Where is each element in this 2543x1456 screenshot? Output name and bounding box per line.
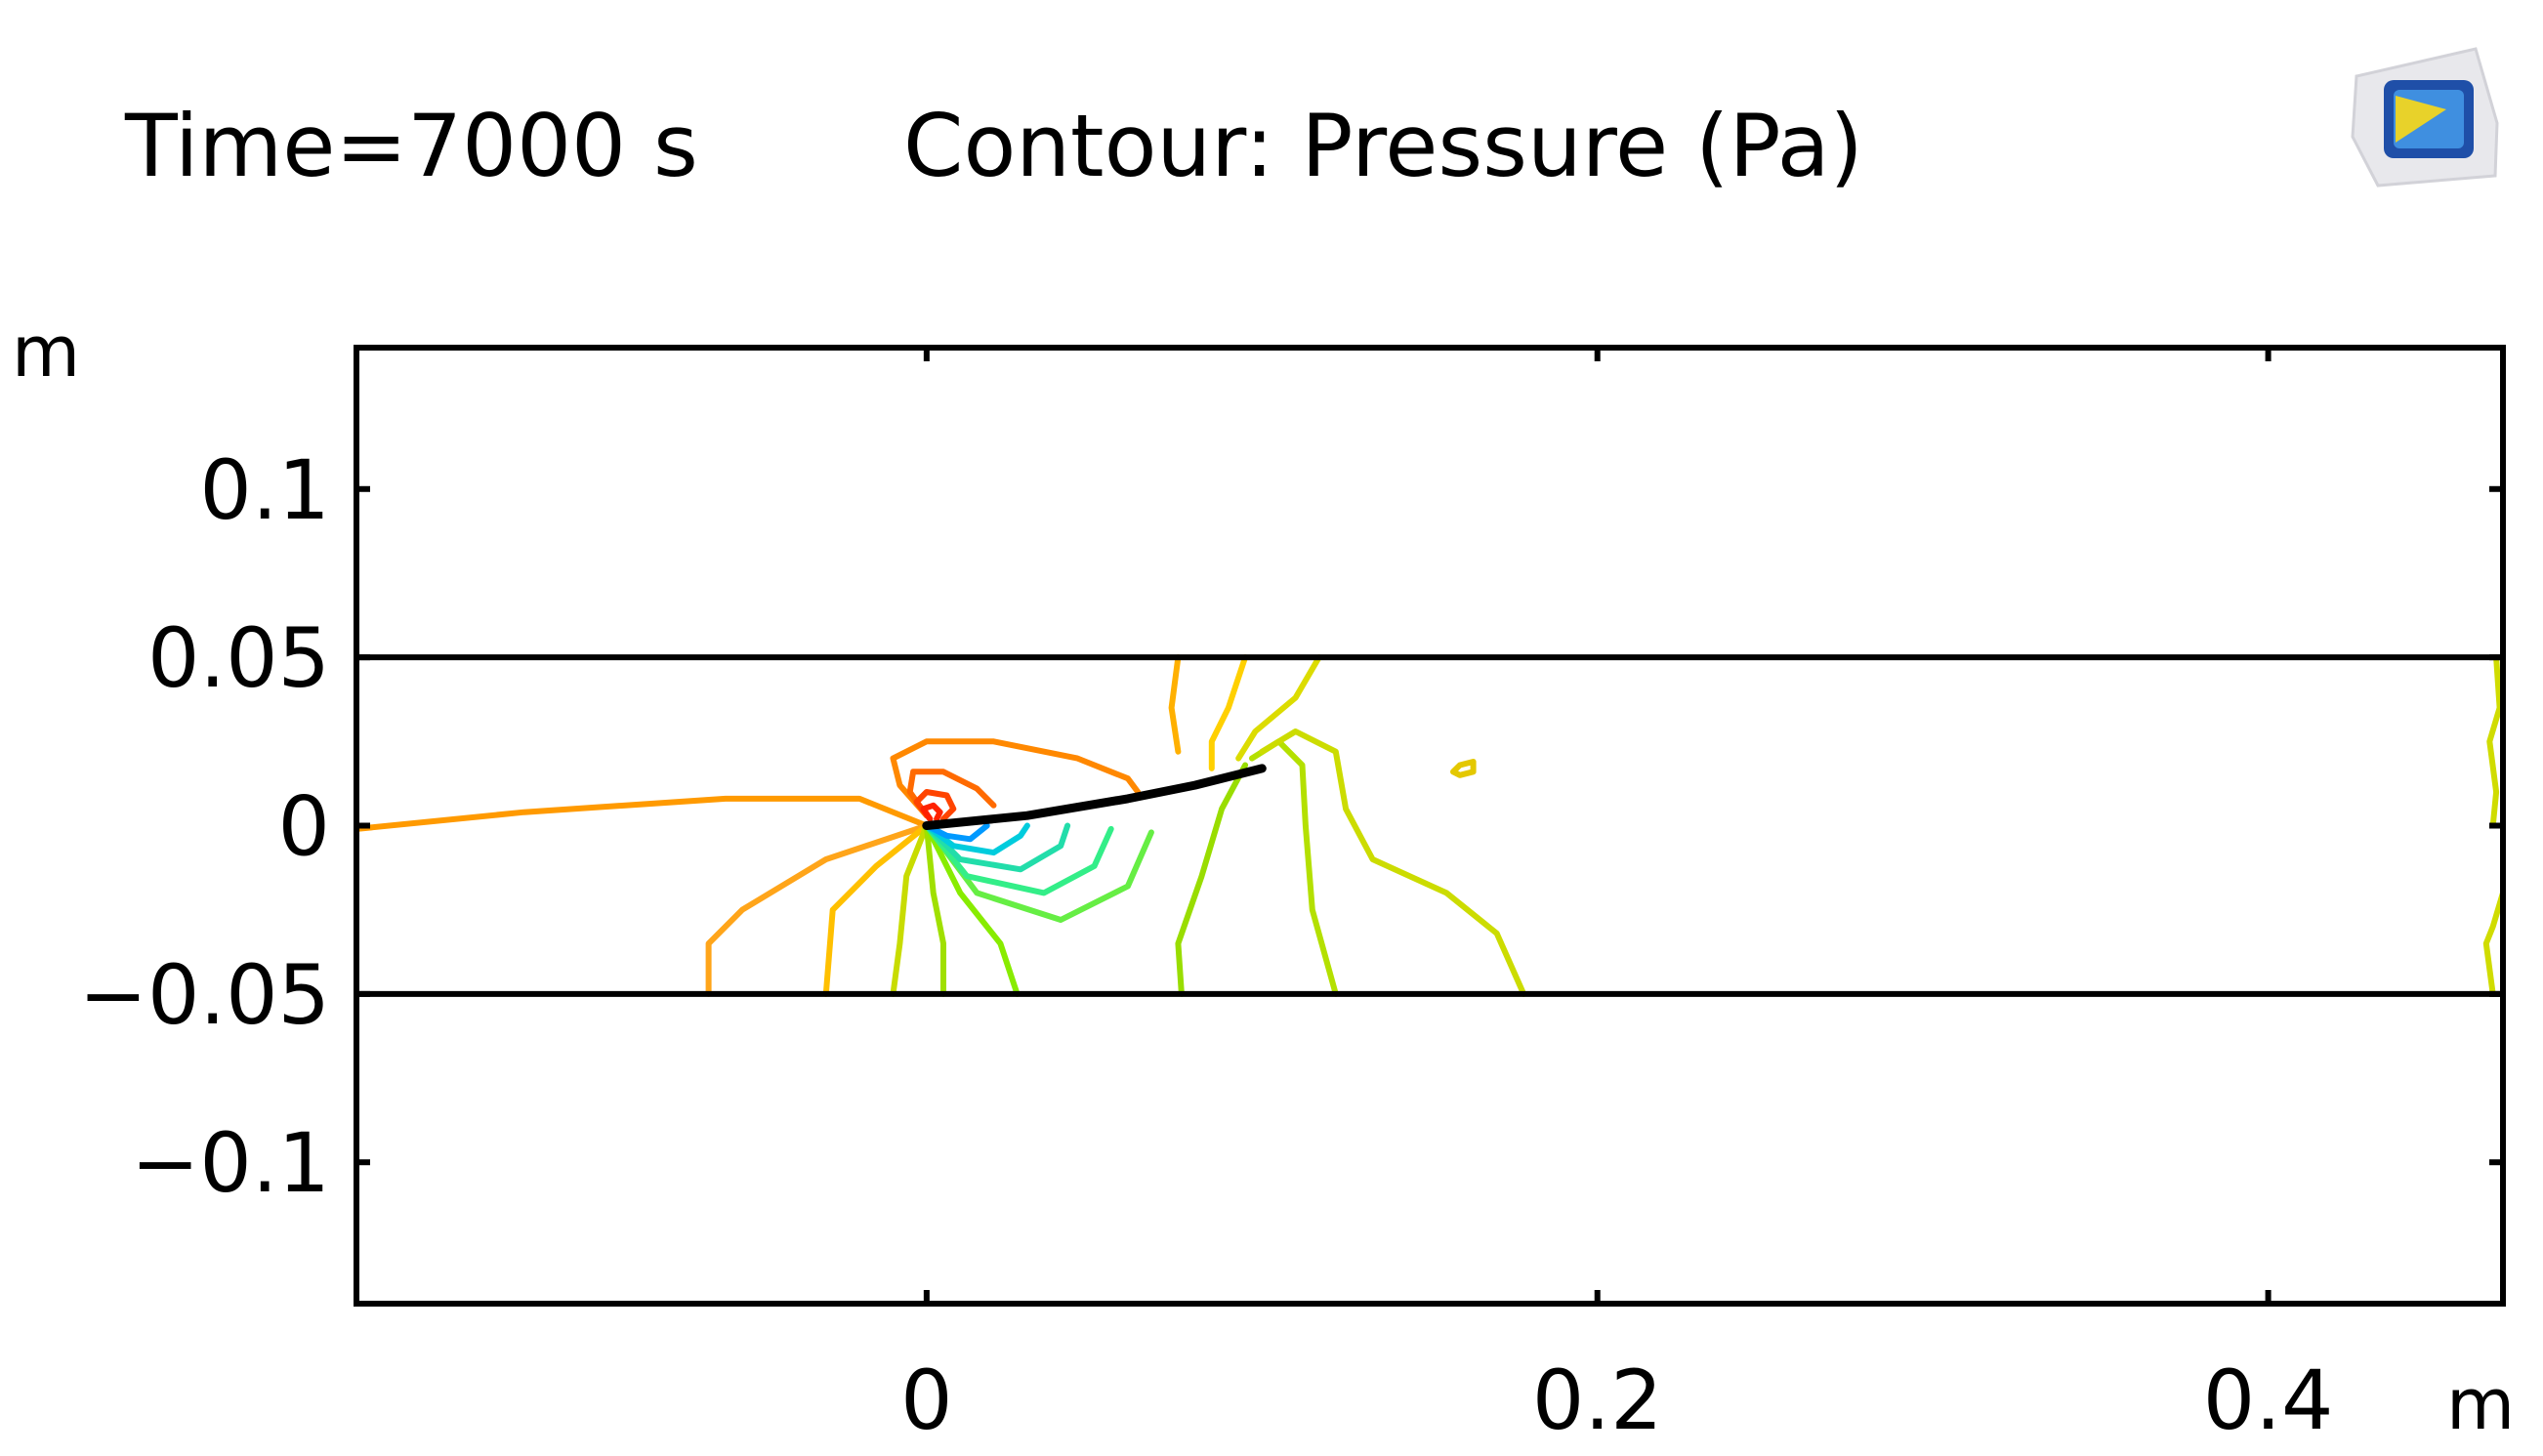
contour-line bbox=[1450, 759, 1477, 778]
y-tick-label: −0.05 bbox=[79, 947, 330, 1043]
contour-line bbox=[923, 822, 1114, 896]
x-axis-ticks: 0 0.2 0.4 bbox=[900, 348, 2333, 1448]
contour-line bbox=[354, 795, 930, 832]
y-tick-label: 0 bbox=[278, 779, 330, 875]
x-tick-label: 0.2 bbox=[1532, 1352, 1663, 1448]
contour-line bbox=[2482, 890, 2506, 997]
plot-frame bbox=[354, 345, 2506, 1307]
contour-line bbox=[923, 822, 946, 997]
contour-line bbox=[923, 822, 1021, 997]
flap-structure bbox=[922, 764, 1267, 830]
flap-line bbox=[922, 764, 1267, 830]
contour-line bbox=[923, 822, 1030, 856]
contour-line bbox=[923, 822, 1071, 873]
y-tick-label: 0.1 bbox=[199, 442, 330, 538]
y-axis-ticks: 0.1 0.05 0 −0.05 −0.1 bbox=[79, 442, 2503, 1211]
x-tick-label: 0 bbox=[900, 1352, 952, 1448]
contour-line bbox=[2486, 654, 2503, 829]
contour-line bbox=[906, 769, 997, 819]
contour-line bbox=[1168, 654, 1182, 755]
x-axis-unit: m bbox=[2446, 1363, 2515, 1445]
x-tick-label: 0.4 bbox=[2203, 1352, 2334, 1448]
contour-line bbox=[1175, 762, 1249, 997]
contour-line bbox=[705, 822, 930, 997]
contour-line bbox=[920, 802, 943, 822]
contour-line bbox=[923, 822, 990, 843]
contour-line bbox=[1235, 654, 1322, 762]
contour-line bbox=[913, 789, 957, 822]
contour-line bbox=[1249, 738, 1339, 997]
y-tick-label: −0.1 bbox=[131, 1115, 330, 1211]
contour-line bbox=[1208, 654, 1249, 771]
logo-highlight bbox=[2396, 96, 2446, 143]
contour-lines bbox=[354, 654, 2506, 997]
y-tick-label: 0.05 bbox=[147, 610, 330, 706]
contour-line bbox=[890, 822, 930, 997]
contour-line bbox=[890, 738, 1142, 819]
time-label: Time=7000 s bbox=[124, 96, 698, 196]
y-axis-unit: m bbox=[12, 311, 80, 393]
plot-title: Contour: Pressure (Pa) bbox=[903, 96, 1863, 196]
channel-walls bbox=[356, 654, 2503, 997]
comsol-logo-icon[interactable] bbox=[2351, 47, 2499, 187]
contour-line bbox=[1259, 728, 1527, 997]
contour-line bbox=[822, 822, 930, 997]
